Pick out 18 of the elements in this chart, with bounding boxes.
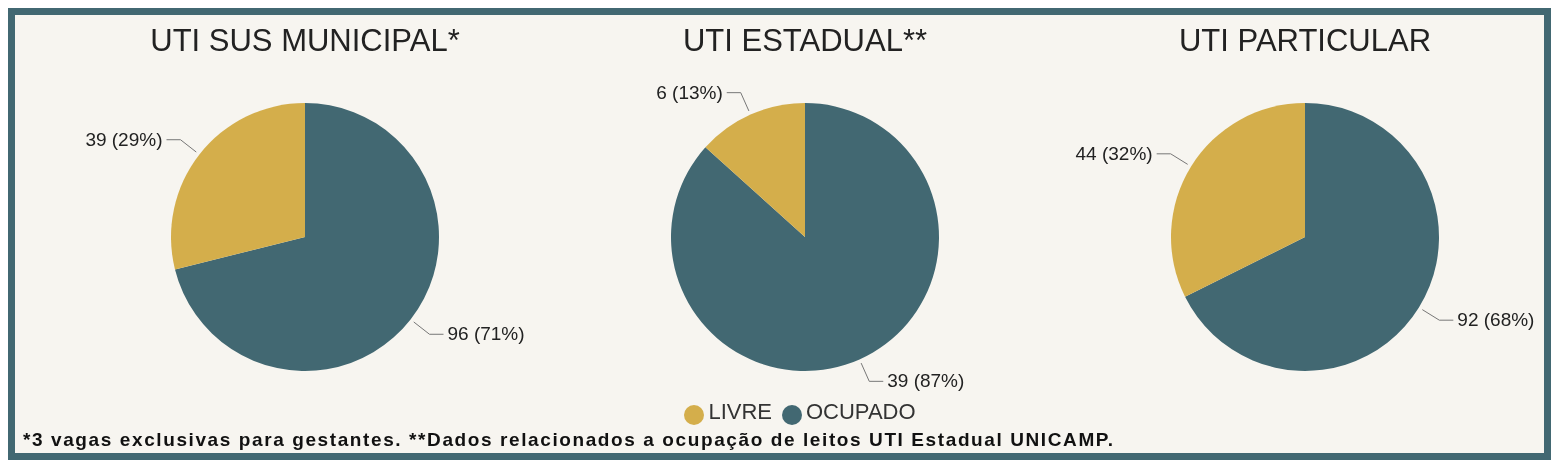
- data-label: 96 (71%): [447, 323, 525, 345]
- pie-slice: [671, 103, 939, 371]
- chart-title: UTI ESTADUAL**: [681, 22, 928, 60]
- pie-slice: [171, 103, 305, 270]
- pie-slice: [1185, 103, 1439, 371]
- chart-title: UTI PARTICULAR: [1177, 22, 1433, 60]
- pie-slice: [1171, 103, 1305, 297]
- data-label: 44 (32%): [1075, 142, 1153, 164]
- data-label: 39 (87%): [887, 370, 965, 392]
- legend-label: LIVRE: [708, 398, 772, 424]
- data-label: 39 (29%): [85, 128, 163, 150]
- data-label: 92 (68%): [1457, 309, 1535, 331]
- pie-slice: [174, 103, 439, 371]
- pie-slice: [705, 103, 805, 237]
- chart-title: UTI SUS MUNICIPAL*: [149, 22, 461, 60]
- legend-label: OCUPADO: [805, 398, 916, 424]
- text: *3 vagas exclusivas para gestantes. **Dados relacionados a ocupação de leitos UTI Estadual UNICAMP.: [23, 429, 1115, 450]
- data-label: 6 (13%): [656, 81, 723, 103]
